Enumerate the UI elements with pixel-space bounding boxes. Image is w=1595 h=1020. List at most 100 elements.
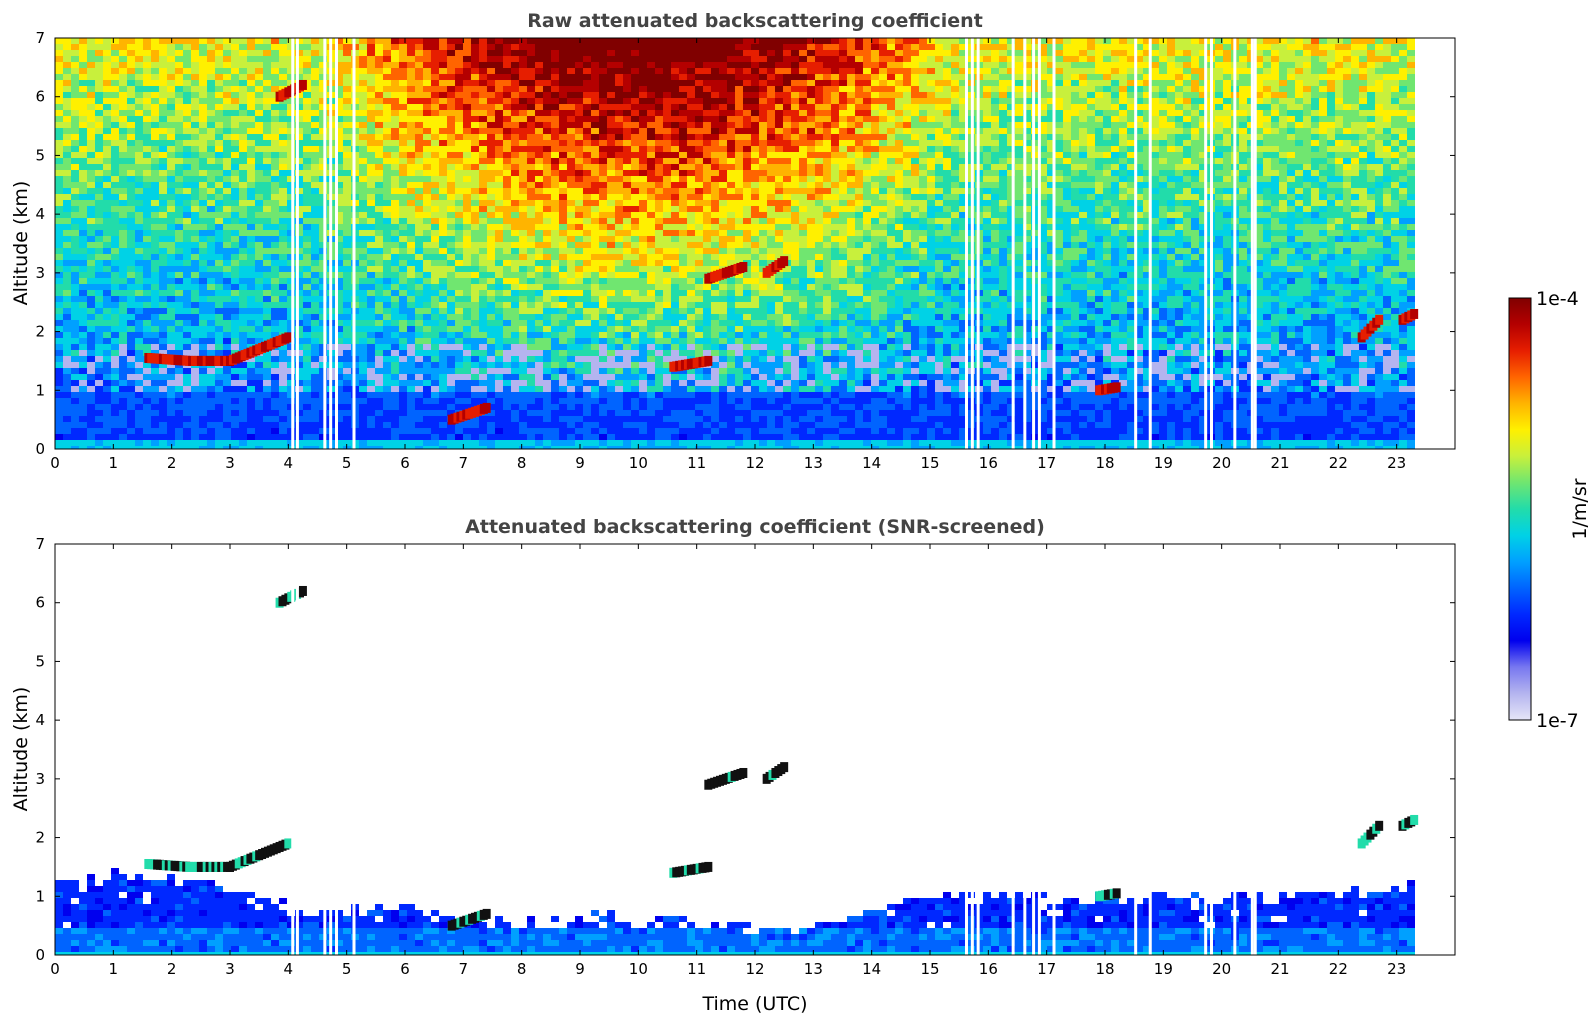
data-gap (976, 544, 980, 955)
x-tick-label: 18 (1095, 960, 1114, 978)
y-tick-label: 2 (35, 829, 45, 847)
x-tick-label: 17 (1037, 454, 1056, 472)
x-tick-label: 22 (1329, 960, 1348, 978)
data-gap (335, 544, 338, 955)
y-tick-label: 5 (35, 652, 45, 670)
data-gap (1250, 38, 1254, 449)
data-gap (1023, 544, 1027, 955)
y-tick-label: 5 (35, 146, 45, 164)
x-tick-label: 0 (50, 960, 60, 978)
x-tick-label: 21 (1270, 454, 1289, 472)
y-tick-label: 0 (35, 946, 45, 964)
data-gap (1032, 38, 1036, 449)
x-tick-label: 23 (1387, 454, 1406, 472)
bottom-panel: Attenuated backscattering coefficient (S… (10, 516, 1456, 1015)
data-gap (291, 38, 295, 449)
x-tick-label: 13 (804, 454, 823, 472)
y-tick-label: 7 (35, 535, 45, 553)
bottom-axis-ticks: 0 1 2 3 4 5 6 7 8 9 10 11 12 13 14 15 16 17 18 19 20 21 22 2301… (35, 535, 1455, 978)
x-tick-label: 12 (745, 960, 764, 978)
top-axis-ticks: 0 1 2 3 4 5 6 7 8 9 10 11 12 13 14 15 16 17 18 19 20 21 22 2301… (35, 29, 1455, 472)
x-tick-label: 7 (459, 454, 469, 472)
data-gap (1023, 38, 1027, 449)
data-gap (1052, 38, 1056, 449)
top-panel-title: Raw attenuated backscattering coefficien… (527, 10, 983, 32)
x-tick-label: 14 (862, 454, 881, 472)
y-tick-label: 7 (35, 29, 45, 47)
y-tick-label: 3 (35, 770, 45, 788)
data-gap (335, 38, 338, 449)
colorbar-unit-label: 1/m/sr (1569, 478, 1591, 539)
y-tick-label: 4 (35, 711, 45, 729)
data-gap (976, 38, 980, 449)
x-tick-label: 19 (1154, 454, 1173, 472)
data-gap (970, 544, 974, 955)
x-tick-label: 19 (1154, 960, 1173, 978)
data-gap (1052, 544, 1056, 955)
colorbar-min-label: 1e-7 (1536, 710, 1579, 732)
cloud-layer-mark (704, 861, 713, 872)
data-gap (1037, 38, 1041, 449)
top-heatmap (55, 38, 1419, 449)
x-tick-label: 15 (920, 454, 939, 472)
cloud-layer-mark (298, 79, 307, 90)
x-tick-label: 6 (400, 960, 410, 978)
x-tick-label: 1 (109, 960, 119, 978)
cloud-layer-mark (482, 402, 491, 413)
data-gap (970, 38, 974, 449)
data-gap (1233, 544, 1237, 955)
data-gap (965, 544, 968, 955)
data-gap (329, 544, 333, 955)
data-gap (291, 544, 295, 955)
colorbar-bar (1508, 297, 1532, 721)
x-tick-label: 4 (284, 960, 294, 978)
x-tick-label: 15 (920, 960, 939, 978)
x-tick-label: 18 (1095, 454, 1114, 472)
x-tick-label: 5 (342, 960, 352, 978)
data-gap (1253, 38, 1257, 449)
data-gap (1204, 38, 1208, 449)
data-gap (965, 38, 968, 449)
data-gap (1233, 38, 1237, 449)
x-tick-label: 12 (745, 454, 764, 472)
y-tick-label: 6 (35, 88, 45, 106)
data-gap (1011, 544, 1015, 955)
x-tick-label: 0 (50, 454, 60, 472)
x-tick-label: 20 (1212, 960, 1231, 978)
x-tick-label: 10 (629, 960, 648, 978)
data-gap (295, 544, 299, 955)
data-gap (1032, 544, 1036, 955)
data-gap (323, 544, 327, 955)
top-y-axis-label: Altitude (km) (10, 181, 32, 306)
cloud-layer-mark (1375, 820, 1384, 831)
data-gap (1204, 544, 1208, 955)
x-tick-label: 6 (400, 454, 410, 472)
x-tick-label: 14 (862, 960, 881, 978)
cloud-layer-mark (1410, 814, 1419, 825)
top-panel: Raw attenuated backscattering coefficien… (10, 10, 1456, 472)
data-gap (1148, 38, 1152, 449)
data-gap (352, 38, 356, 449)
data-gap (323, 38, 327, 449)
data-gap (1210, 38, 1213, 449)
x-tick-label: 2 (167, 454, 177, 472)
x-tick-label: 2 (167, 960, 177, 978)
data-gap (1253, 544, 1257, 955)
cloud-layer-mark (482, 908, 491, 919)
y-tick-label: 2 (35, 323, 45, 341)
cloud-layer-mark (284, 838, 293, 849)
x-tick-label: 17 (1037, 960, 1056, 978)
x-tick-label: 5 (342, 454, 352, 472)
x-tick-label: 21 (1270, 960, 1289, 978)
x-tick-label: 11 (687, 960, 706, 978)
cloud-layer-mark (780, 762, 789, 773)
cloud-layer-mark (1410, 308, 1419, 319)
x-tick-label: 10 (629, 454, 648, 472)
colorbar: 1e-4 1e-7 1/m/sr (1508, 288, 1591, 732)
y-tick-label: 1 (35, 887, 45, 905)
y-tick-label: 1 (35, 381, 45, 399)
x-tick-label: 9 (575, 960, 585, 978)
x-tick-label: 8 (517, 960, 527, 978)
data-gap (295, 38, 299, 449)
